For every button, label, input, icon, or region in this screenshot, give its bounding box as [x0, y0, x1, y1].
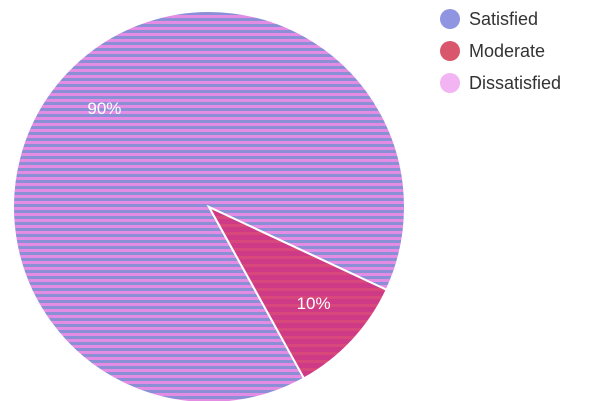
slice-label-moderate: 10%	[297, 294, 331, 313]
legend-label-dissatisfied: Dissatisfied	[469, 72, 562, 93]
slice-label-satisfied: 90%	[87, 99, 121, 118]
legend-marker-satisfied	[440, 9, 460, 29]
pie-slice-moderate[interactable]	[206, 204, 388, 380]
legend: Satisfied Moderate Dissatisfied	[440, 8, 561, 94]
legend-label-moderate: Moderate	[469, 40, 546, 61]
legend-marker-dissatisfied	[440, 73, 460, 93]
legend-item-satisfied[interactable]: Satisfied	[440, 8, 561, 30]
legend-label-satisfied: Satisfied	[469, 8, 539, 29]
legend-item-dissatisfied[interactable]: Dissatisfied	[440, 72, 561, 94]
legend-marker-moderate	[440, 41, 460, 61]
legend-item-moderate[interactable]: Moderate	[440, 40, 561, 62]
